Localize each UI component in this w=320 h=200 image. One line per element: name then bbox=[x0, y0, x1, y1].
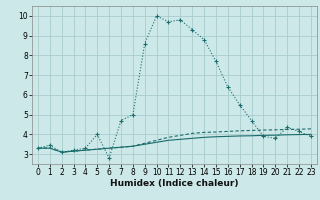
X-axis label: Humidex (Indice chaleur): Humidex (Indice chaleur) bbox=[110, 179, 239, 188]
